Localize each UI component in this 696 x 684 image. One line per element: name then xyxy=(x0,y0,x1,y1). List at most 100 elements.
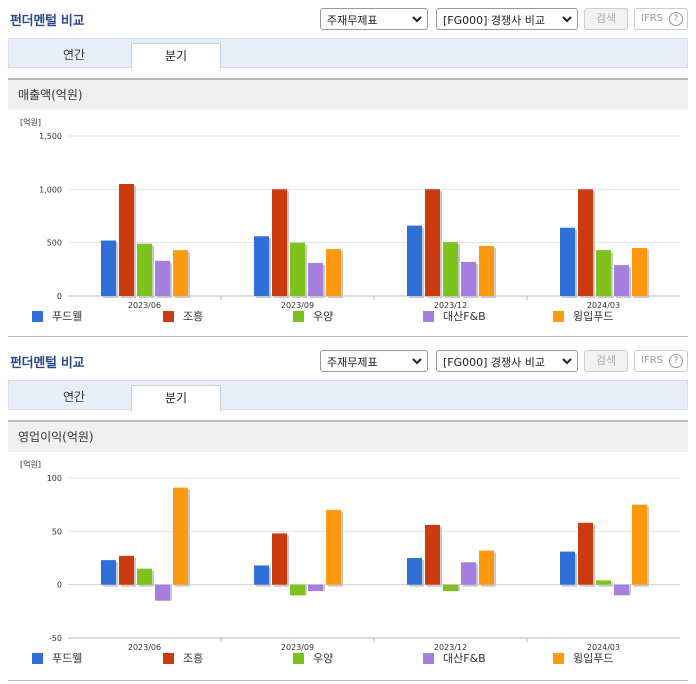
bar xyxy=(101,560,116,585)
bar xyxy=(101,240,116,296)
bar xyxy=(614,265,629,296)
legend-label: 푸드웰 xyxy=(52,310,82,323)
legend-label: 우양 xyxy=(313,652,333,665)
panel-title: 펀더멘털 비교 xyxy=(10,14,85,29)
bar xyxy=(407,558,422,585)
fundamental-panel-operating-profit: 펀더멘털 비교 주재무제표 [FG000] 경쟁사 비교 검색 IFRS ? 연… xyxy=(0,342,696,684)
legend-label: 조흥 xyxy=(183,651,203,665)
bar xyxy=(461,562,476,585)
bar xyxy=(560,227,575,296)
y-tick-label: 1,500 xyxy=(39,132,62,141)
bar xyxy=(272,189,287,296)
bar xyxy=(578,522,593,585)
divider xyxy=(8,680,688,681)
legend-label: 윙입푸드 xyxy=(573,310,613,323)
x-tick-label: 2023/09 xyxy=(281,643,314,652)
chevron-down-icon xyxy=(412,358,422,365)
statement-type-select[interactable]: 주재무제표 xyxy=(320,350,428,372)
period-tabs: 연간 분기 xyxy=(8,38,688,69)
chevron-down-icon xyxy=(412,16,422,23)
legend-swatch xyxy=(293,653,304,664)
legend-swatch xyxy=(163,653,174,664)
legend-swatch xyxy=(163,311,174,322)
help-icon[interactable]: ? xyxy=(669,12,683,26)
y-tick-label: 500 xyxy=(47,239,62,248)
x-tick-label: 2023/12 xyxy=(434,643,467,652)
panel-header: 펀더멘털 비교 주재무제표 [FG000] 경쟁사 비교 검색 IFRS ? xyxy=(0,342,696,380)
search-button[interactable]: 검색 xyxy=(584,350,628,372)
peer-group-value: [FG000] 경쟁사 비교 xyxy=(443,14,546,27)
bar xyxy=(425,189,440,296)
y-tick-label: 1,000 xyxy=(39,185,62,194)
chevron-down-icon xyxy=(562,358,572,365)
section-title: 영업이익(억원) xyxy=(8,420,688,452)
y-tick-label: -50 xyxy=(49,634,62,643)
legend-label: 윙입푸드 xyxy=(573,652,613,665)
legend-swatch xyxy=(423,653,434,664)
legend-swatch xyxy=(32,653,43,664)
operating-profit-bar-chart: [억원] -50 0 50 100 2023/06 2023/09 2023/12 2024/0… xyxy=(20,459,680,665)
bar xyxy=(479,245,494,296)
section-title: 매출액(억원) xyxy=(8,78,688,110)
y-tick-label: 50 xyxy=(52,527,62,536)
statement-type-value: 주재무제표 xyxy=(327,14,378,27)
legend-label: 대산F&B xyxy=(443,310,486,323)
peer-group-select[interactable]: [FG000] 경쟁사 비교 xyxy=(436,350,578,372)
unit-label: [억원] xyxy=(20,459,41,469)
panel-title: 펀더멘털 비교 xyxy=(10,356,85,371)
bar xyxy=(254,565,269,585)
bar xyxy=(137,243,152,296)
bar xyxy=(425,524,440,585)
legend-swatch xyxy=(553,653,564,664)
peer-group-select[interactable]: [FG000] 경쟁사 비교 xyxy=(436,8,578,30)
bar xyxy=(596,580,611,585)
bar xyxy=(326,249,341,296)
ifrs-label: IFRS xyxy=(641,13,663,24)
y-tick-label: 0 xyxy=(57,292,62,301)
bar xyxy=(461,261,476,296)
divider xyxy=(8,336,688,337)
bar xyxy=(155,584,170,601)
search-button[interactable]: 검색 xyxy=(584,8,628,30)
x-tick-label: 2024/03 xyxy=(587,643,620,652)
tab-quarterly[interactable]: 분기 xyxy=(131,43,221,69)
legend-swatch xyxy=(423,311,434,322)
bar xyxy=(560,551,575,585)
bar xyxy=(254,236,269,296)
tab-annual[interactable]: 연간 xyxy=(62,48,86,62)
bar xyxy=(173,487,188,585)
tab-annual[interactable]: 연간 xyxy=(62,390,86,404)
legend-swatch xyxy=(293,311,304,322)
period-tabs: 연간 분기 xyxy=(8,380,688,411)
chevron-down-icon xyxy=(562,16,572,23)
bar xyxy=(272,533,287,585)
x-tick-label: 2023/06 xyxy=(128,643,161,652)
bar xyxy=(443,242,458,296)
bar xyxy=(407,225,422,296)
ifrs-button[interactable]: IFRS ? xyxy=(634,350,688,372)
statement-type-value: 주재무제표 xyxy=(327,356,378,369)
ifrs-label: IFRS xyxy=(641,355,663,366)
bar xyxy=(596,250,611,296)
bar xyxy=(308,262,323,296)
x-tick-label: 2023/06 xyxy=(128,301,161,310)
y-tick-label: 100 xyxy=(47,474,62,483)
tab-quarterly[interactable]: 분기 xyxy=(131,385,221,411)
help-icon[interactable]: ? xyxy=(669,354,683,368)
bar xyxy=(308,584,323,592)
bar xyxy=(479,550,494,585)
x-tick-label: 2023/09 xyxy=(281,301,314,310)
ifrs-button[interactable]: IFRS ? xyxy=(634,8,688,30)
unit-label: [억원] xyxy=(20,117,41,127)
legend-label: 대산F&B xyxy=(443,652,486,665)
bar xyxy=(137,568,152,585)
bar xyxy=(632,504,647,585)
statement-type-select[interactable]: 주재무제표 xyxy=(320,8,428,30)
peer-group-value: [FG000] 경쟁사 비교 xyxy=(443,356,546,369)
legend-label: 우양 xyxy=(313,310,333,323)
legend-label: 조흥 xyxy=(183,309,203,323)
bar xyxy=(119,184,134,296)
x-tick-label: 2024/03 xyxy=(587,301,620,310)
bar xyxy=(632,248,647,296)
bar xyxy=(614,584,629,596)
